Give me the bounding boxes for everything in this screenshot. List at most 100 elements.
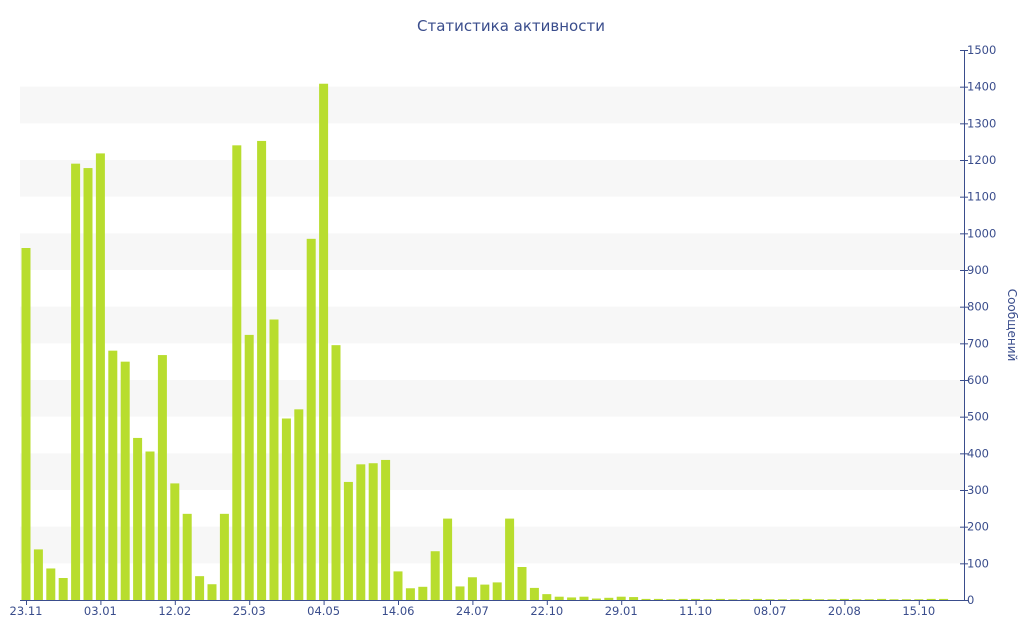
y-tick-label: 800 (967, 300, 989, 314)
bar (901, 599, 911, 600)
grid-bands (20, 86, 964, 564)
bar (765, 599, 775, 600)
x-tick-label: 29.01 (605, 604, 638, 618)
y-tick-label: 600 (967, 373, 989, 387)
bar (554, 596, 564, 600)
bar (616, 596, 626, 600)
bar (58, 578, 68, 600)
bar (207, 584, 217, 600)
bar (120, 361, 130, 600)
bar (517, 567, 527, 600)
grid-band (20, 380, 964, 417)
bar (889, 599, 899, 600)
bar (728, 599, 738, 600)
y-tick-label: 300 (967, 483, 989, 497)
bar (579, 596, 589, 600)
bar (939, 598, 949, 600)
x-tick-label: 22.10 (530, 604, 563, 618)
x-tick-label: 11.10 (679, 604, 712, 618)
x-tick-label: 04.05 (307, 604, 340, 618)
bar (145, 451, 155, 600)
bar (343, 481, 353, 600)
bar (753, 598, 763, 600)
bar (666, 599, 676, 600)
grid-band (20, 233, 964, 270)
bar (306, 238, 316, 601)
bar (480, 584, 490, 600)
bars-group (21, 83, 949, 601)
bar (740, 599, 750, 600)
y-tick-label: 0 (967, 593, 974, 607)
bar (319, 83, 329, 600)
x-tick-label: 08.07 (754, 604, 787, 618)
bar (393, 571, 403, 600)
y-tick-label: 700 (967, 336, 989, 350)
x-tick-label: 23.11 (10, 604, 43, 618)
bar (790, 599, 800, 600)
bar (641, 598, 651, 600)
y-tick-label: 900 (967, 263, 989, 277)
y-tick-label: 1100 (967, 190, 996, 204)
bar (430, 551, 440, 600)
bar (244, 334, 254, 600)
bar (777, 599, 787, 600)
bar (864, 599, 874, 600)
bar (715, 598, 725, 600)
bar (678, 598, 688, 600)
bar (926, 598, 936, 600)
x-tick-label: 25.03 (233, 604, 266, 618)
y-tick-label: 1300 (967, 116, 996, 130)
bar (33, 549, 43, 600)
bar (839, 598, 849, 600)
y-tick-label: 1500 (967, 43, 996, 57)
bar (827, 599, 837, 600)
bar (492, 582, 502, 600)
bar (802, 598, 812, 600)
bar (257, 140, 267, 600)
x-tick-label: 03.01 (84, 604, 117, 618)
bar (914, 599, 924, 600)
x-tick-label: 15.10 (902, 604, 935, 618)
x-tick-label: 12.02 (158, 604, 191, 618)
bar (443, 518, 453, 600)
bar (95, 153, 105, 600)
bar (852, 599, 862, 600)
grid-band (20, 306, 964, 344)
bar (877, 598, 887, 600)
bar (331, 345, 341, 600)
bar (108, 350, 118, 600)
bar (455, 586, 465, 600)
y-axis-title: Сообщений (1005, 289, 1019, 362)
bar (542, 594, 552, 600)
axes-group: 0 100 200 300 400 500 600 700 800 900 1000 1100 1200… (10, 43, 997, 618)
bar (815, 599, 825, 600)
y-tick-label: 100 (967, 556, 989, 570)
bar (529, 587, 539, 600)
bar (195, 576, 205, 600)
x-tick-label: 20.08 (828, 604, 861, 618)
y-tick-label: 200 (967, 520, 989, 534)
bar (182, 513, 192, 600)
bar (703, 599, 713, 600)
bar (567, 597, 577, 600)
y-tick-label: 1000 (967, 226, 996, 240)
bar (219, 513, 229, 600)
bar (405, 588, 415, 600)
bar (294, 409, 304, 600)
bar (467, 577, 477, 600)
grid-band (20, 86, 964, 124)
bar (604, 597, 614, 600)
chart-title: Статистика активности (417, 17, 605, 35)
bar (21, 248, 31, 600)
bar (356, 464, 366, 600)
bar (368, 463, 378, 600)
bar (629, 597, 639, 600)
bar (381, 459, 391, 600)
bar (170, 483, 180, 600)
y-tick-label: 500 (967, 410, 989, 424)
bar (269, 319, 279, 600)
bar (71, 163, 81, 600)
bar (133, 437, 143, 600)
